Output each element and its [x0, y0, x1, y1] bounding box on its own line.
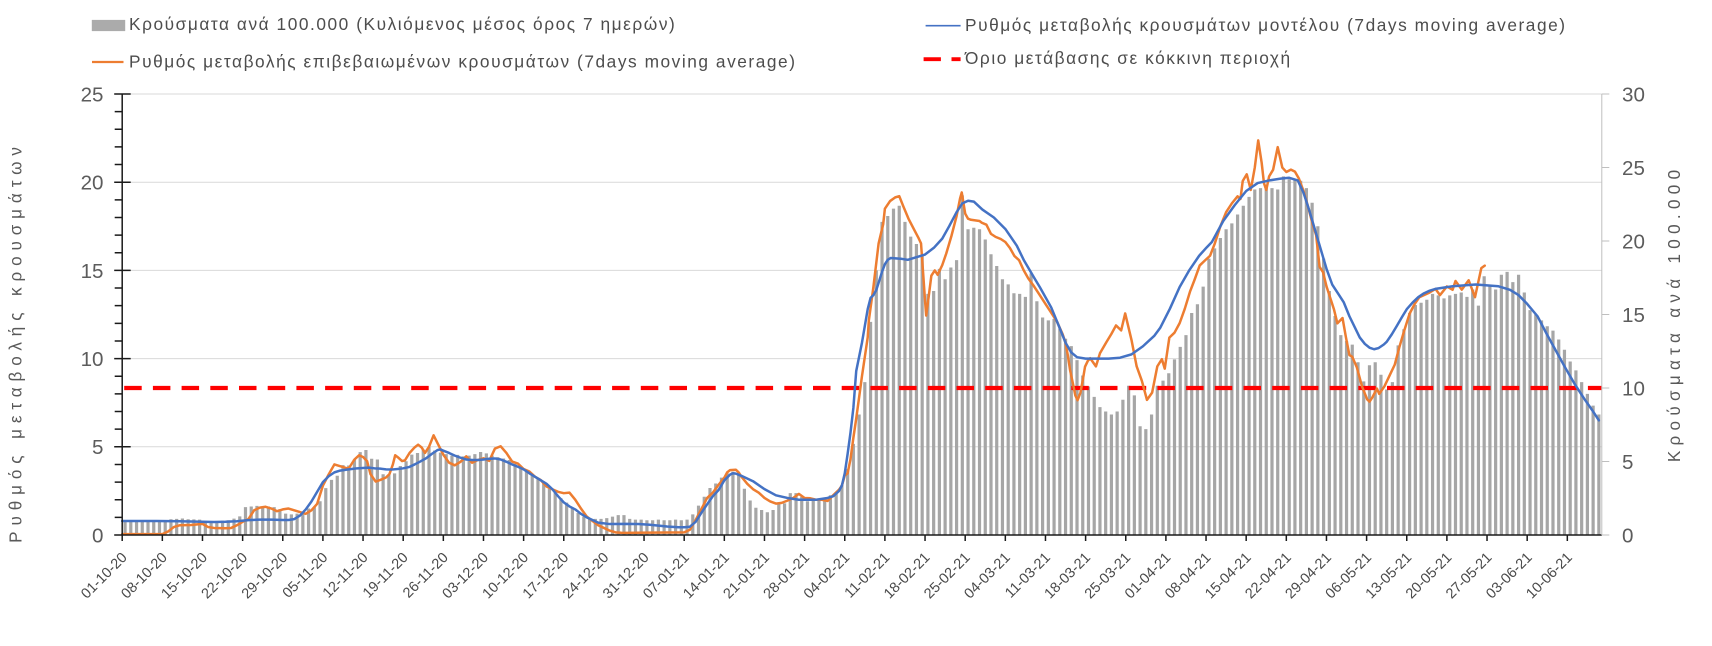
svg-text:20: 20 [1622, 230, 1645, 253]
svg-text:Ρυθμός μεταβολής κρουσμάτων μο: Ρυθμός μεταβολής κρουσμάτων μοντέλου (7d… [965, 15, 1567, 35]
svg-text:25: 25 [81, 83, 104, 106]
svg-text:Κρούσματα ανά 100.000: Κρούσματα ανά 100.000 [1665, 165, 1684, 463]
svg-text:25: 25 [1622, 157, 1645, 180]
svg-text:20: 20 [81, 172, 104, 195]
svg-text:15: 15 [1622, 304, 1645, 327]
svg-text:15: 15 [81, 260, 104, 283]
svg-text:10: 10 [1622, 377, 1645, 400]
svg-text:Ρυθμός μεταβολής κρουσμάτων: Ρυθμός μεταβολής κρουσμάτων [7, 141, 26, 543]
svg-text:30: 30 [1622, 83, 1645, 106]
svg-text:Κρούσματα ανά 100.000 (Κυλιόμε: Κρούσματα ανά 100.000 (Κυλιόμενος μέσος … [129, 14, 676, 34]
svg-text:5: 5 [1622, 451, 1633, 474]
svg-text:5: 5 [92, 436, 103, 459]
svg-text:0: 0 [92, 524, 103, 547]
svg-text:0: 0 [1622, 524, 1633, 547]
svg-text:Ρυθμός μεταβολής επιβεβαιωμένω: Ρυθμός μεταβολής επιβεβαιωμένων κρουσμάτ… [129, 52, 797, 72]
svg-text:10: 10 [81, 348, 104, 371]
svg-text:Όριο μετάβασης σε κόκκινη περι: Όριο μετάβασης σε κόκκινη περιοχή [964, 48, 1292, 68]
